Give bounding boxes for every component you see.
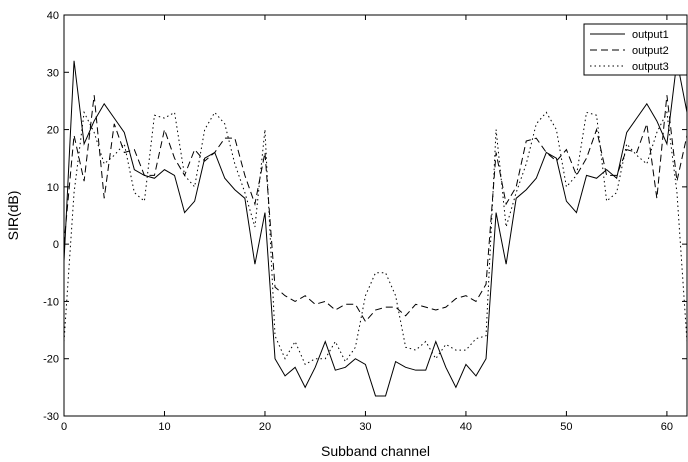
y-tick-label: 20 <box>47 125 59 137</box>
y-tick-label: 30 <box>47 67 59 79</box>
x-tick-label: 60 <box>661 421 673 433</box>
plot-area <box>63 14 688 417</box>
series-line-output1 <box>63 60 688 397</box>
y-axis-label: SIR(dB) <box>5 191 21 241</box>
x-tick-label: 0 <box>61 421 67 433</box>
y-tick-label: -20 <box>43 354 59 366</box>
series-line-output2 <box>63 95 688 323</box>
series-lines <box>63 60 688 397</box>
plot-frame <box>63 14 688 417</box>
y-axis-ticks: -30 -20 -10 0 10 20 30 40 <box>43 10 687 423</box>
x-tick-label: 30 <box>359 421 371 433</box>
x-tick-label: 40 <box>460 421 472 433</box>
legend: output1 output2 output3 <box>583 23 688 76</box>
y-tick-label: -10 <box>43 296 59 308</box>
y-tick-label: -30 <box>43 411 59 423</box>
y-tick-label: 0 <box>53 239 59 251</box>
x-tick-label: 10 <box>158 421 170 433</box>
x-axis-ticks: 0 10 20 30 40 50 60 <box>61 15 673 433</box>
legend-label-output3: output3 <box>632 61 669 73</box>
y-tick-label: 40 <box>47 10 59 22</box>
x-tick-label: 20 <box>259 421 271 433</box>
x-axis-label: Subband channel <box>321 443 430 459</box>
legend-label-output1: output1 <box>632 29 669 41</box>
x-tick-label: 50 <box>560 421 572 433</box>
series-line-output3 <box>63 110 688 366</box>
legend-label-output2: output2 <box>632 45 669 57</box>
y-tick-label: 10 <box>47 182 59 194</box>
